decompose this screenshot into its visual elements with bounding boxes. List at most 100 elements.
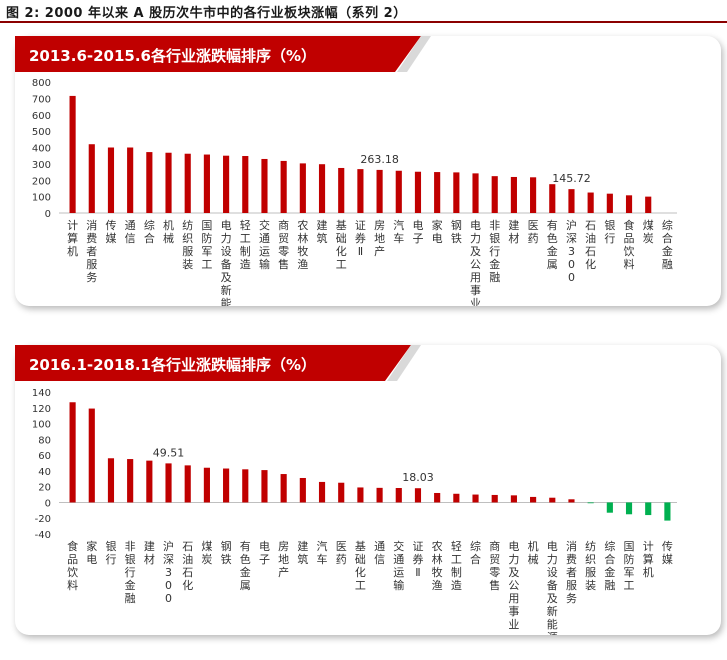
chart-2-ytick-7: 100	[32, 420, 51, 431]
chart-2-xtick-23: 电力及公用事业	[508, 540, 519, 631]
chart-2-bar-1	[88, 408, 95, 503]
chart-2-xtick-12: 建筑	[297, 539, 308, 566]
chart-2-ytick-1: -20	[35, 514, 51, 525]
chart-1-bar-7	[203, 154, 210, 213]
chart-2-bar-30	[645, 502, 652, 516]
chart-1-xtick-31: 综合金融	[662, 218, 673, 271]
chart-2-xtick-3: 非银行金融	[125, 540, 136, 605]
chart-2-xtick-6: 石油石化	[182, 540, 193, 592]
chart-1-bar-26	[568, 189, 575, 213]
title-rule	[0, 21, 727, 23]
chart-2-data-label-1: 18.03	[402, 471, 434, 484]
chart-1-xtick-14: 基础化工	[336, 219, 347, 271]
chart-2-xtick-15: 基础化工	[355, 540, 366, 592]
chart-2-xtick-27: 纺织服装	[585, 539, 596, 592]
chart-2-bar-26	[568, 499, 575, 503]
chart-1-xtick-8: 电力设备及新能源	[221, 219, 232, 306]
chart-1-xtick-17: 汽车	[393, 218, 404, 245]
chart-2-xtick-5: 沪深 3 0 0	[163, 539, 174, 605]
chart-2-xtick-17: 交通运输	[393, 539, 404, 592]
chart-1-bar-30	[645, 196, 652, 213]
banner-accent	[397, 36, 431, 72]
chart-1-bar-11	[280, 160, 287, 213]
chart-2-xtick-19: 农林牧渔	[432, 539, 443, 592]
chart-2-xtick-31: 传媒	[662, 540, 673, 566]
chart-2-xtick-11: 房地产	[278, 540, 289, 579]
chart-2-xtick-25: 电力设备及新能源	[547, 540, 558, 635]
chart-1-bar-12	[299, 163, 306, 213]
chart-1-bar-29	[625, 195, 633, 213]
chart-1-bar-17	[395, 170, 402, 213]
chart-1-xtick-18: 电子	[412, 219, 423, 245]
chart-1-ytick-2: 200	[32, 176, 51, 187]
chart-1-xtick-22: 非银行金融	[489, 219, 500, 284]
chart-1-bar-8	[223, 155, 230, 213]
chart-1-bar-28	[606, 193, 613, 213]
chart-2-bar-6	[184, 465, 191, 503]
chart-1-bar-1	[88, 144, 95, 213]
chart-2-bar-8	[223, 468, 230, 503]
chart-2-xtick-21: 综合	[470, 539, 481, 566]
chart-1-bar-20	[453, 172, 460, 213]
chart-1-xtick-21: 电力及公用事业	[470, 219, 481, 306]
chart-1-ytick-1: 100	[32, 193, 51, 204]
chart-2-xtick-2: 银行	[105, 539, 116, 566]
chart-2-bar-18	[414, 488, 422, 503]
chart-2-bar-28	[606, 502, 613, 513]
chart-2-xtick-9: 有色金属	[240, 539, 251, 592]
chart-2-title-banner: 2016.1-2018.1各行业涨跌幅排序（%）	[15, 345, 421, 381]
chart-1-xtick-26: 沪深 3 0 0	[566, 218, 577, 284]
chart-1-bar-23	[510, 176, 517, 213]
chart-1-xtick-16: 房地产	[374, 219, 385, 258]
chart-1-ytick-8: 800	[32, 78, 51, 89]
banner-shape	[15, 345, 411, 381]
chart-2-bar-20	[453, 493, 460, 503]
chart-2-bar-4	[146, 460, 153, 503]
chart-1-xtick-20: 钢铁	[451, 219, 462, 245]
chart-1-bar-22	[491, 176, 498, 213]
chart-2-bar-0	[69, 402, 76, 503]
chart-2-ytick-4: 40	[38, 467, 51, 478]
chart-2-ytick-2: 0	[45, 498, 51, 509]
chart-2-bar-19	[434, 492, 441, 503]
chart-1-title-banner: 2013.6-2015.6各行业涨跌幅排序（%）	[15, 36, 431, 72]
chart-1-xtick-28: 银行	[604, 218, 615, 245]
chart-2-xtick-0: 食品饮料	[67, 539, 78, 592]
chart-2-svg: -40 -20 0 20 40 60 80 100 120 140 食品饮料家电银行非银行金融建材沪…	[32, 388, 677, 635]
chart-1-bar-10	[261, 158, 268, 213]
chart-panel-2: 2016.1-2018.1各行业涨跌幅排序（%） -40 -20 0 20 40 60 80…	[15, 345, 721, 635]
chart-2-bar-9	[242, 469, 249, 503]
chart-1-bar-16	[376, 169, 383, 213]
chart-1-bar-9	[242, 156, 249, 213]
figure-title: 图 2: 2000 年以来 A 股历次牛市中的各行业板块涨幅（系列 2）	[6, 6, 407, 21]
chart-2-xtick-20: 轻工制造	[451, 539, 462, 592]
banner-shape	[15, 36, 421, 72]
chart-2-xtick-26: 消费者服务	[566, 539, 577, 605]
chart-1-bar-6	[184, 153, 191, 213]
chart-1-xtick-2: 传媒	[105, 219, 116, 245]
chart-1-xtick-5: 机械	[163, 218, 174, 245]
chart-1-ytick-3: 300	[32, 160, 51, 171]
chart-2-xtick-14: 医药	[336, 540, 347, 566]
chart-2-ytick-6: 80	[38, 435, 51, 446]
chart-2-bar-29	[625, 502, 633, 515]
chart-2-bar-27	[587, 502, 594, 504]
chart-1-ytick-5: 500	[32, 127, 51, 138]
chart-2-bar-17	[395, 488, 402, 503]
chart-2-xtick-18: 证券 Ⅱ	[412, 540, 423, 579]
chart-panel-1: 2013.6-2015.6各行业涨跌幅排序（%） 0 100 200 300 400 50…	[15, 36, 721, 306]
chart-1-data-label-0: 263.18	[360, 153, 399, 166]
chart-2-xtick-24: 机械	[528, 539, 539, 566]
chart-2-bar-12	[299, 477, 306, 503]
chart-2-xtick-7: 煤炭	[201, 540, 212, 566]
chart-1-xtick-3: 通信	[125, 219, 136, 245]
chart-2-ytick-8: 120	[32, 404, 51, 415]
chart-1-bar-18	[414, 171, 422, 213]
chart-2-bar-2	[107, 458, 115, 503]
chart-2-bar-3	[127, 459, 134, 503]
chart-2-xtick-4: 建材	[144, 539, 155, 566]
chart-1-xtick-24: 医药	[528, 219, 539, 245]
chart-2-xtick-30: 计算机	[643, 540, 654, 579]
chart-2-xtick-29: 国防军工	[624, 540, 635, 592]
chart-1-ytick-6: 600	[32, 111, 51, 122]
